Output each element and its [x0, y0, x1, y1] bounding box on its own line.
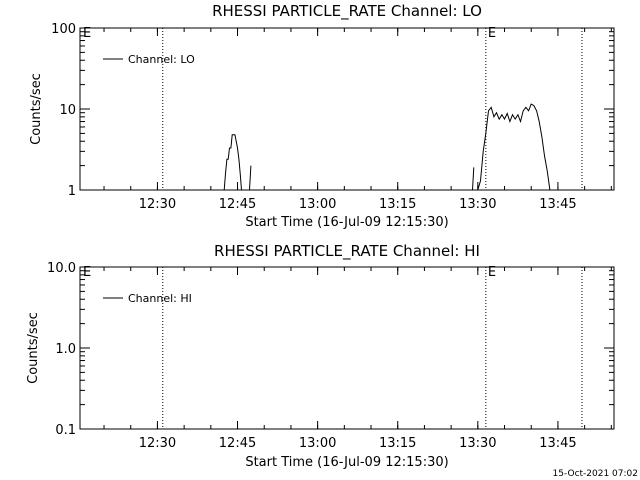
- panel-hi-y-tick-label: 0.1: [55, 423, 76, 438]
- panel-lo-title: RHESSI PARTICLE_RATE Channel: LO: [212, 2, 482, 21]
- panel-hi-event-marker-label: E: [488, 265, 496, 280]
- panel-lo-x-tick-label: 12:45: [219, 197, 256, 212]
- panel-hi-ticks: 12:30 12:45 13:00 13:15 13:30 13:45 0.1 1.0 10.0: [47, 261, 614, 451]
- panel-lo-markers: E: [162, 26, 583, 190]
- panel-lo-event-marker-label: E: [488, 26, 496, 41]
- panel-lo-x-tick-label: 12:30: [139, 197, 176, 212]
- panel-hi-x-tick-label: 12:30: [139, 436, 176, 451]
- panel-lo-series-line: [477, 103, 551, 191]
- panel-hi-y-tick-label: 10.0: [47, 261, 76, 276]
- panel-lo-x-tick-label: 13:45: [539, 197, 576, 212]
- panel-lo-x-tick-label: 13:00: [299, 197, 336, 212]
- panel-lo-y-tick-label: 100: [51, 22, 76, 37]
- panel-lo-x-tick-label: 13:15: [379, 197, 416, 212]
- panel-hi-markers: E: [162, 265, 583, 429]
- panel-lo-x-tick-label: 13:30: [459, 197, 496, 212]
- footer-timestamp: 15-Oct-2021 07:02: [553, 469, 638, 479]
- panel-hi-title: RHESSI PARTICLE_RATE Channel: HI: [214, 242, 480, 261]
- panel-lo-series-line: [249, 165, 252, 191]
- panel-lo-edge-label: E: [83, 26, 91, 41]
- panel-lo-series-line: [223, 134, 242, 191]
- panel-lo-series-line: [472, 167, 475, 191]
- panel-lo-y-tick-label: 10: [59, 103, 76, 118]
- panel-lo: RHESSI PARTICLE_RATE Channel: LO 12:30 12…: [29, 2, 615, 230]
- panel-hi-x-axis-label: Start Time (16-Jul-09 12:15:30): [245, 455, 448, 470]
- panel-lo-x-axis-label: Start Time (16-Jul-09 12:15:30): [245, 215, 448, 230]
- panel-hi-edge-label: E: [83, 265, 91, 280]
- panel-lo-series: [223, 103, 551, 191]
- panel-hi-x-tick-label: 13:00: [299, 436, 336, 451]
- panel-lo-legend-label: Channel: LO: [128, 53, 195, 66]
- panel-hi-x-tick-label: 13:30: [459, 436, 496, 451]
- panel-lo-y-axis-label: Counts/sec: [29, 73, 44, 145]
- panel-hi-legend-label: Channel: HI: [128, 292, 192, 305]
- panel-lo-y-tick-label: 1: [68, 184, 76, 199]
- panel-hi: RHESSI PARTICLE_RATE Channel: HI 12:30 12…: [26, 242, 615, 470]
- panel-hi-x-tick-label: 13:45: [539, 436, 576, 451]
- panel-hi-y-tick-label: 1.0: [55, 342, 76, 357]
- panel-hi-x-tick-label: 12:45: [219, 436, 256, 451]
- panel-hi-x-tick-label: 13:15: [379, 436, 416, 451]
- panel-hi-y-axis-label: Counts/sec: [26, 312, 41, 384]
- panel-lo-ticks: 12:30 12:45 13:00 13:15 13:30 13:45 1 10 100: [51, 22, 614, 212]
